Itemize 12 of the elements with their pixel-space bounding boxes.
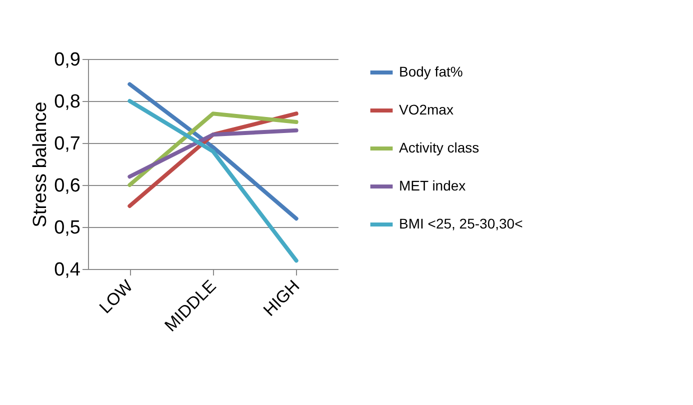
legend-label: Activity class <box>399 140 480 156</box>
y-tick-label: 0,8 <box>54 92 80 112</box>
y-tick-label: 0,5 <box>54 218 80 238</box>
y-tick-label: 0,9 <box>54 50 80 70</box>
legend-label: MET index <box>399 178 466 194</box>
legend-label: VO2max <box>399 102 454 118</box>
y-tick-label: 0,6 <box>54 176 80 196</box>
y-tick-label: 0,4 <box>54 260 81 280</box>
legend-label: BMI <25, 25-30,30< <box>399 216 523 232</box>
y-tick-label: 0,7 <box>54 134 80 154</box>
y-axis-title: Stress balance <box>30 102 52 228</box>
legend-label: Body fat% <box>399 64 463 80</box>
